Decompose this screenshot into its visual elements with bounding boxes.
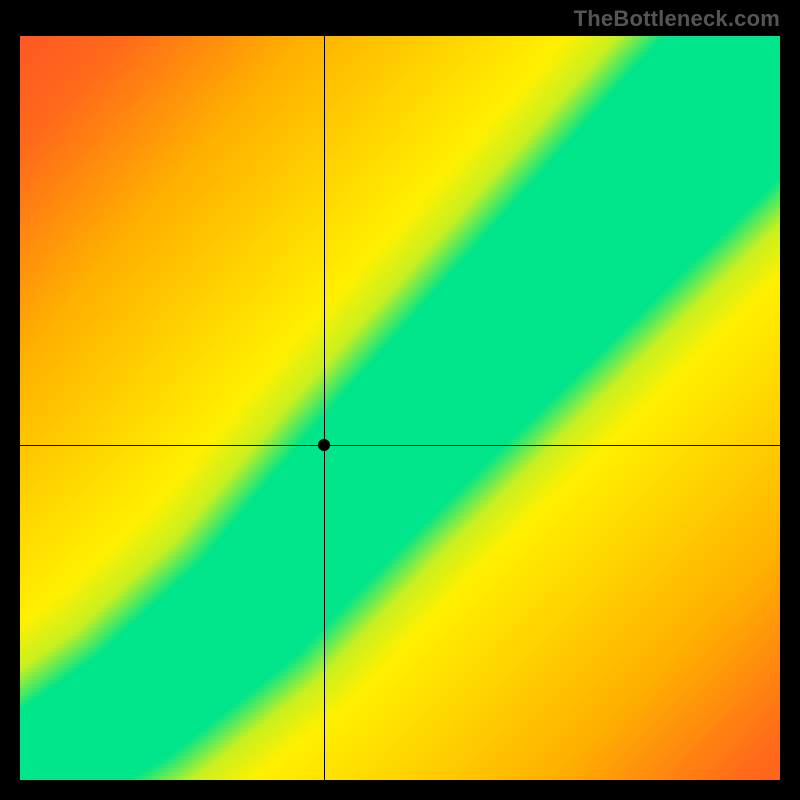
crosshair-vertical xyxy=(324,36,325,780)
plot-area xyxy=(20,36,780,780)
watermark-text: TheBottleneck.com xyxy=(574,6,780,32)
heatmap-canvas xyxy=(20,36,780,780)
crosshair-horizontal xyxy=(20,445,780,446)
crosshair-dot xyxy=(318,439,330,451)
chart-container: TheBottleneck.com xyxy=(0,0,800,800)
